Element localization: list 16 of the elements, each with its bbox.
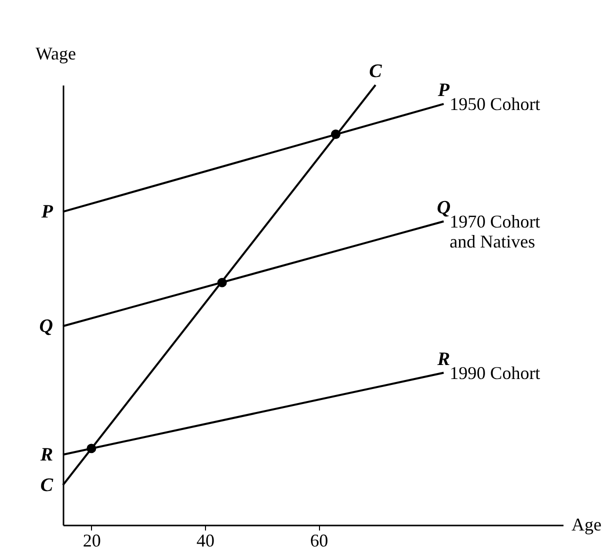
x-tick-label: 20 <box>82 530 101 550</box>
annotation: Q <box>436 197 451 218</box>
series-label: 1990 Cohort <box>450 362 540 383</box>
x-tick-label: 60 <box>310 530 328 550</box>
annotation: P <box>436 80 450 101</box>
annotation: C <box>369 61 382 82</box>
annotation: R <box>436 348 450 370</box>
annotation: Q <box>39 316 54 338</box>
x-tick-label: 40 <box>196 530 215 550</box>
y-axis-title: Wage <box>36 44 76 64</box>
series-label: 1950 Cohort <box>450 94 540 114</box>
annotation: P <box>40 202 54 223</box>
x-axis-title: Age <box>572 514 602 534</box>
annotation: R <box>39 444 53 466</box>
series-label: 1970 Cohort and Natives <box>450 211 540 252</box>
annotation: C <box>40 474 54 496</box>
